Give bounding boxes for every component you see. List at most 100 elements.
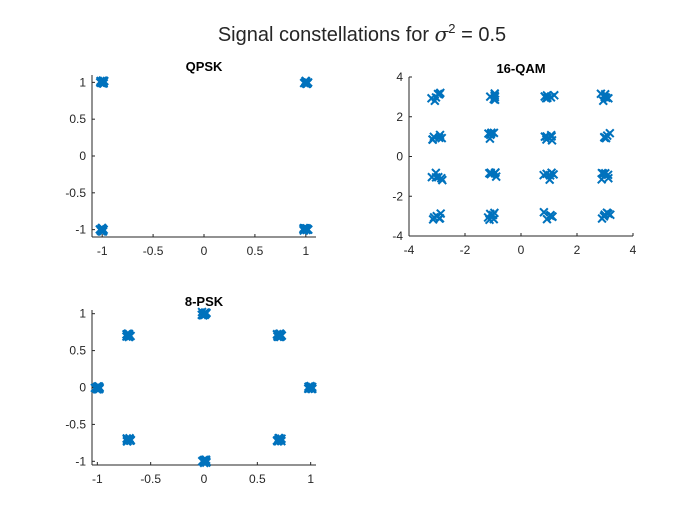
qpsk-marker (96, 224, 106, 235)
qam16-marker (549, 90, 559, 100)
qam16-y-tick-label: -4 (392, 229, 403, 243)
qpsk-x-tick-label: 0.5 (247, 244, 264, 258)
qpsk-marker (299, 223, 310, 234)
qam16-marker (603, 170, 613, 180)
qpsk-y-tick-label: 1 (79, 75, 86, 89)
qam16-marker (605, 128, 615, 138)
qam16-x-tick-label: 4 (630, 243, 637, 257)
psk8-x-tick-label: 0.5 (249, 472, 266, 486)
psk8-marker (200, 309, 210, 319)
psk8-marker (124, 433, 135, 443)
qam16-symbol-point (540, 90, 559, 103)
qam16-marker (486, 129, 496, 139)
qam16-symbol-point (428, 208, 446, 225)
psk8-symbol-point (90, 381, 105, 394)
qpsk-y-tick-label: 0.5 (69, 112, 86, 126)
qam16-marker (601, 93, 611, 103)
qam16-symbol-point (539, 207, 558, 224)
qam16-symbol-point (597, 168, 613, 184)
psk8-symbol-point (121, 329, 136, 342)
figure-title-prefix: Signal constellations for (218, 24, 435, 46)
psk8-symbol-point (197, 455, 211, 468)
psk8-marker (125, 435, 135, 445)
qam16-marker (540, 132, 550, 142)
psk8-y-tick-label: -1 (75, 454, 86, 468)
qam16-symbol-point (597, 208, 615, 224)
qam16-y-tick-label: 2 (396, 110, 403, 124)
qam16-marker (431, 172, 441, 182)
psk8-marker (273, 332, 283, 342)
qam16-symbol-point (484, 167, 501, 182)
qam16-marker (432, 211, 442, 221)
qam16-marker (547, 212, 557, 222)
figure-title: Signal constellations for σ2 = 0.5 (218, 21, 506, 46)
qam16-x-tick-label: -2 (460, 243, 471, 257)
psk8-y-tick-label: -0.5 (65, 417, 86, 431)
qpsk-x-tick-label: -0.5 (143, 244, 164, 258)
qam16-marker (539, 207, 549, 217)
psk8-panel-title: 8-PSK (185, 294, 224, 309)
psk8-marker (274, 434, 284, 444)
qpsk-symbol-point (299, 76, 313, 89)
psk8-marker (123, 331, 133, 341)
qam16-marker (430, 96, 440, 106)
qam16-marker (433, 89, 443, 99)
qam16-symbol-point (596, 89, 613, 106)
psk8-symbol-point (272, 329, 287, 342)
qpsk-symbol-point (298, 223, 313, 236)
qam16-marker (540, 91, 550, 102)
figure-title-exponent: 2 (448, 21, 455, 36)
psk8-symbol-point (303, 381, 317, 394)
psk8-marker (94, 384, 104, 394)
psk8-symbol-point (272, 433, 287, 446)
qam16-marker (600, 210, 610, 220)
qpsk-marker (300, 78, 310, 88)
qpsk-panel: QPSK -1 -0.5 0 0.5 1 -1 -0.5 0 0.5 1 (65, 59, 316, 258)
qpsk-y-tick-label: -1 (75, 223, 86, 237)
psk8-y-tick-label: 0 (79, 381, 86, 395)
psk8-marker (92, 384, 103, 394)
qpsk-panel-title: QPSK (186, 59, 223, 74)
qam16-y-tick-label: 4 (396, 70, 403, 84)
qpsk-y-tick-label: 0 (79, 149, 86, 163)
psk8-y-tick-label: 0.5 (69, 344, 86, 358)
figure-title-symbol: σ (435, 22, 450, 46)
qam16-marker (547, 135, 557, 145)
psk8-x-tick-label: -0.5 (140, 472, 161, 486)
qpsk-x-tick-label: 0 (201, 244, 208, 258)
qam16-y-tick-label: -2 (392, 189, 403, 203)
qam16-x-tick-label: 2 (574, 243, 581, 257)
qam16-marker (489, 94, 499, 104)
qam16-marker (489, 214, 499, 224)
qpsk-x-tick-label: -1 (97, 244, 108, 258)
qpsk-marker (99, 76, 109, 86)
qpsk-symbol-point (95, 223, 109, 237)
qam16-symbol-point (483, 208, 500, 225)
qam16-marker (437, 175, 447, 185)
qam16-marker (429, 132, 439, 142)
qam16-panel: 16-QAM -4 -2 0 2 4 -4 -2 0 2 4 (392, 61, 636, 257)
psk8-symbol-point (197, 307, 211, 320)
qam16-symbol-point (483, 128, 499, 144)
qam16-marker (437, 133, 447, 143)
qam16-symbol-point (539, 168, 559, 185)
qpsk-symbol-point (95, 75, 109, 89)
qam16-symbol-point (485, 88, 500, 105)
psk8-symbol-point (122, 433, 136, 446)
qpsk-y-tick-label: -0.5 (65, 186, 86, 200)
qam16-symbol-point (426, 88, 445, 106)
qam16-x-tick-label: -4 (404, 243, 415, 257)
qam16-marker (486, 169, 496, 179)
qam16-y-tick-label: 0 (396, 150, 403, 164)
qam16-symbol-point (427, 130, 447, 145)
qam16-symbol-point (540, 130, 557, 145)
qam16-panel-title: 16-QAM (496, 61, 545, 76)
figure-title-suffix: = 0.5 (456, 24, 507, 46)
psk8-y-tick-label: 1 (79, 307, 86, 321)
psk8-marker (304, 381, 314, 392)
qam16-x-tick-label: 0 (518, 243, 525, 257)
psk8-x-tick-label: -1 (92, 472, 103, 486)
qam16-marker (546, 168, 557, 178)
qpsk-x-tick-label: 1 (302, 244, 309, 258)
